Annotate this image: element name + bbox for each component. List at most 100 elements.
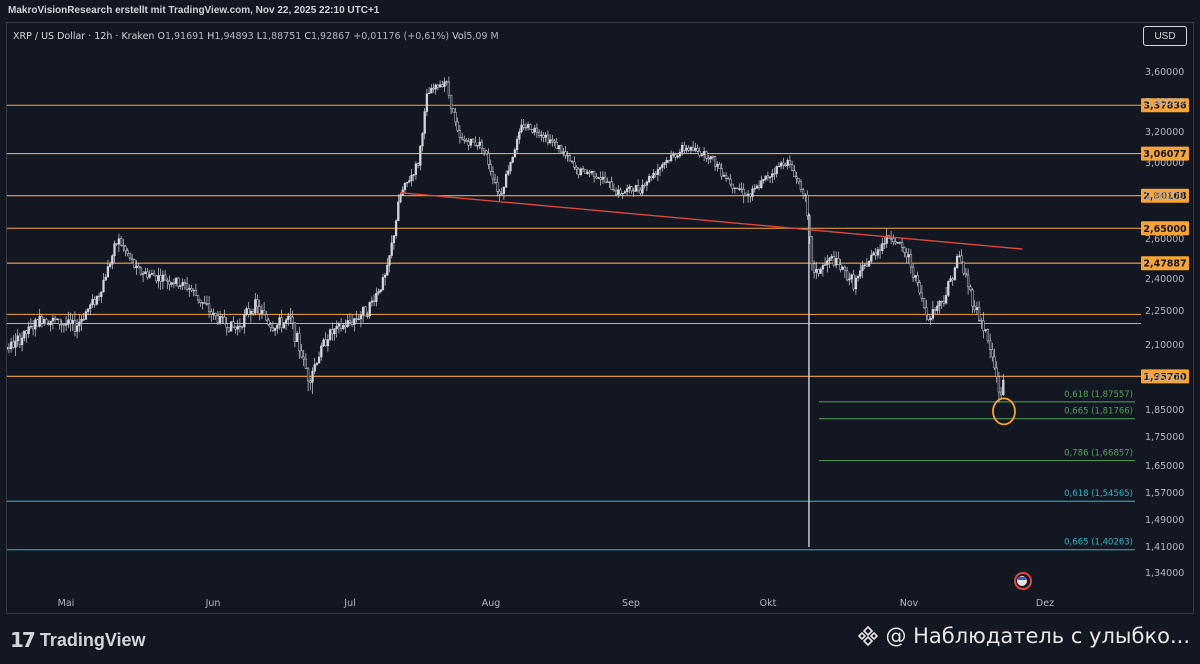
candle-body [744, 194, 748, 197]
candle-body [601, 176, 605, 180]
candle-body [421, 133, 424, 147]
candle-body [49, 320, 52, 325]
x-tick-label: Aug [482, 598, 501, 609]
candle-body [546, 134, 550, 144]
low-label: L [254, 31, 263, 42]
highlight-ellipse [992, 397, 1016, 426]
x-tick-label: Jul [343, 598, 355, 609]
candle-body [548, 139, 552, 144]
candle-body [287, 315, 290, 321]
chart-pane[interactable]: 3,37836 3,06077 2,80168 2,65000 2,47887 1,957… [0, 22, 1194, 614]
tradingview-logo[interactable]: 17 TradingView [10, 628, 146, 652]
candle-body [797, 177, 800, 183]
candle-body [944, 295, 948, 304]
candle-body [137, 265, 140, 269]
candle-body [375, 293, 378, 303]
candle-body [416, 163, 420, 166]
y-tick-label: 2,60000 [1145, 234, 1184, 245]
candle-body [436, 84, 440, 88]
candle-body [245, 308, 248, 315]
y-tick-label: 1,75000 [1145, 432, 1184, 443]
candle-body [790, 164, 794, 171]
price-chart[interactable]: 3,37836 3,06077 2,80168 2,65000 2,47887 1,957… [0, 23, 1193, 613]
candle-body [339, 323, 343, 329]
candle-body [111, 255, 114, 265]
candle-body [355, 318, 358, 320]
candle-body [379, 289, 382, 292]
candle-body [56, 318, 59, 321]
candle-body [183, 282, 187, 284]
candle-body [45, 319, 48, 325]
candle-body [832, 256, 836, 266]
candle-body [449, 94, 453, 109]
open-label: O [154, 31, 165, 42]
candle-body [300, 350, 303, 358]
candle-body [238, 325, 242, 328]
level-price-label: 2,80168 [1143, 191, 1187, 202]
candle-body [306, 367, 310, 382]
candle-body [768, 176, 772, 179]
candle-body [764, 175, 767, 180]
candle-body [42, 319, 46, 324]
high-label: H [204, 31, 214, 42]
candle-body [971, 289, 974, 307]
candle-body [775, 166, 778, 174]
candle-body [234, 326, 237, 330]
candle-body [282, 322, 286, 329]
candle-body [108, 263, 112, 267]
candle-body [542, 134, 545, 138]
candle-body [249, 310, 253, 315]
candle-body [874, 252, 877, 256]
candle-body [504, 173, 508, 188]
candle-body [410, 175, 413, 181]
open-value: 1,91691 [165, 31, 204, 42]
candle-body [366, 315, 369, 317]
candle-body [168, 280, 171, 285]
candle-body [64, 324, 68, 326]
candle-body [227, 327, 231, 332]
candle-body [91, 299, 94, 305]
candle-body [698, 151, 701, 156]
candle-body [236, 325, 239, 330]
candle-body [845, 270, 849, 281]
candle-body [595, 176, 598, 179]
candle-body [852, 274, 855, 290]
fib-level-label: 0,786 (1,66857) [1064, 449, 1133, 459]
candle-body [12, 341, 15, 348]
candle-body [207, 303, 211, 313]
candle-body [20, 337, 24, 346]
candle-body [628, 186, 631, 189]
candle-body [788, 160, 792, 165]
candle-body [982, 320, 985, 331]
candle-body [216, 315, 220, 323]
candle-body [914, 275, 917, 278]
candle-body [826, 260, 829, 265]
candle-body [962, 261, 965, 274]
candle-body [573, 161, 576, 168]
candle-body [903, 247, 906, 253]
candle-body [447, 81, 451, 96]
candle-body [141, 273, 145, 275]
candle-body [423, 111, 426, 134]
candle-body [485, 150, 488, 155]
candle-body [69, 319, 72, 324]
currency-button[interactable]: USD [1143, 26, 1187, 46]
candle-body [762, 179, 765, 181]
candle-body [599, 177, 602, 180]
candle-body [185, 283, 189, 290]
x-tick-label: Jun [205, 598, 221, 609]
candle-body [412, 174, 415, 176]
candle-body [515, 138, 519, 150]
candle-body [898, 242, 902, 244]
candle-body [53, 317, 57, 320]
candle-body [727, 178, 730, 180]
candle-body [687, 147, 690, 151]
candle-body [707, 158, 710, 160]
candle-body [295, 333, 299, 342]
candle-body [93, 299, 96, 305]
candle-body [942, 301, 946, 304]
candle-body [348, 320, 352, 323]
candle-body [645, 181, 649, 186]
candle-body [430, 87, 433, 94]
candle-body [724, 174, 728, 179]
